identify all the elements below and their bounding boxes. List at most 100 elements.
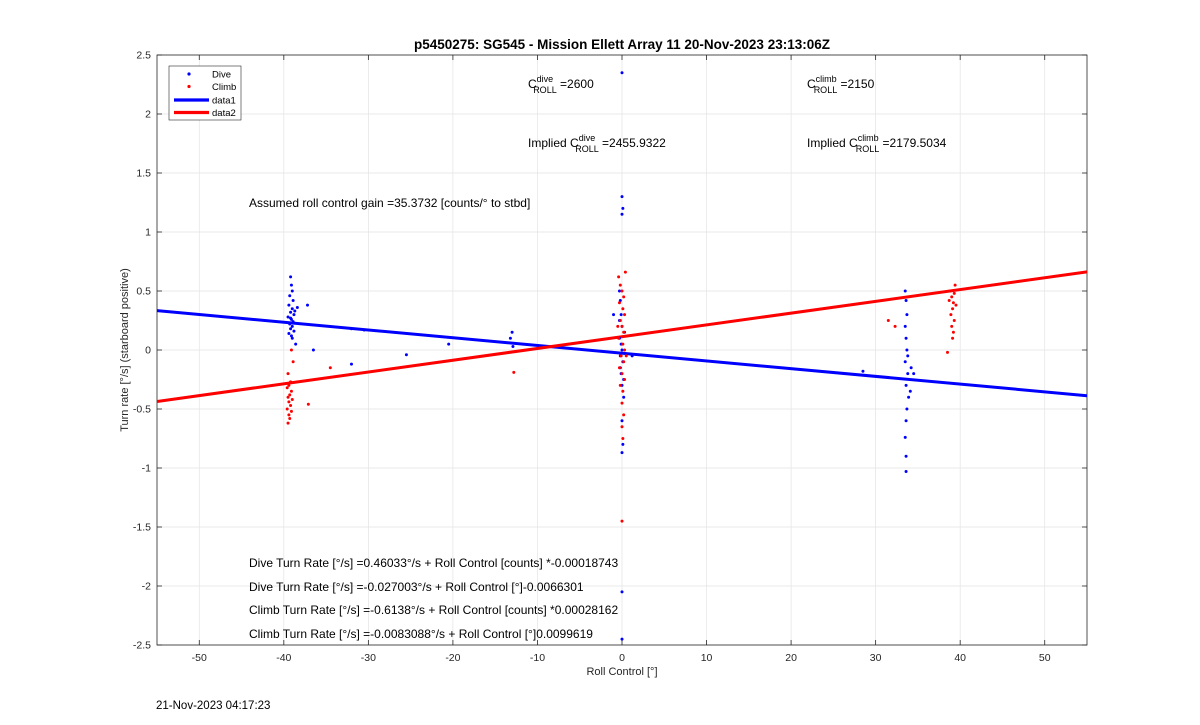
dive-point: [289, 275, 293, 279]
dive-point: [904, 298, 908, 302]
y-tick-label: 1.5: [136, 168, 151, 180]
dive-point: [289, 310, 293, 314]
dive-point: [621, 442, 625, 446]
y-tick-label: -2.5: [133, 640, 151, 652]
climb-point: [616, 324, 620, 328]
climb-point: [952, 319, 956, 322]
dive-point: [620, 419, 624, 423]
climb-point: [285, 407, 289, 411]
climb-point: [623, 270, 627, 274]
dive-point: [904, 419, 908, 423]
dive-point: [295, 306, 299, 310]
dive-point: [620, 590, 624, 594]
dive-point: [288, 322, 292, 326]
climb-point: [623, 313, 627, 317]
climb-point: [886, 319, 890, 322]
x-tick-label: -30: [361, 652, 376, 664]
dive-point: [904, 454, 908, 458]
dive-point: [620, 637, 624, 641]
climb-point: [953, 283, 957, 287]
climb-point: [950, 324, 954, 328]
climb-point: [951, 301, 955, 305]
x-tick-label: -20: [445, 652, 460, 664]
climb-point: [618, 283, 622, 287]
climb-point: [622, 295, 626, 299]
dive-point: [305, 303, 309, 307]
climb-point: [306, 402, 310, 406]
dive-point: [904, 336, 908, 340]
dive-point: [907, 395, 911, 399]
climb-point: [619, 354, 623, 358]
dive-point: [904, 470, 908, 474]
climb-point: [620, 401, 624, 405]
x-tick-label: -50: [192, 652, 207, 664]
climb-point: [620, 289, 624, 293]
climb-point: [288, 416, 292, 420]
climb-point: [622, 360, 626, 364]
climb-point: [286, 421, 290, 425]
climb-point: [617, 366, 621, 370]
climb-point: [291, 360, 295, 364]
dive-point: [905, 313, 909, 317]
legend: Dive Climb data1 data2: [168, 65, 242, 121]
climb-point: [952, 291, 956, 295]
climb-point: [947, 298, 951, 302]
dive-point: [906, 372, 910, 376]
x-tick-label: -10: [530, 652, 545, 664]
generated-timestamp: 21-Nov-2023 04:17:23: [156, 700, 270, 712]
dive-point: [620, 451, 624, 455]
legend-climb-marker: [187, 84, 191, 89]
legend-dive-marker: [187, 72, 191, 76]
climb-point: [951, 336, 955, 340]
climb-point: [328, 366, 332, 370]
climb-point: [617, 336, 621, 340]
legend-climb-label: Climb: [212, 82, 236, 93]
climb-point: [618, 383, 622, 387]
climb-point: [954, 303, 958, 307]
y-tick-label: -0.5: [133, 404, 151, 416]
dive-point: [903, 435, 907, 439]
climb-points: [285, 270, 958, 523]
x-tick-label: 20: [785, 652, 797, 664]
dive-point: [290, 307, 294, 311]
legend-data2-label: data2: [212, 108, 236, 119]
dive-point: [630, 354, 634, 358]
climb-point: [620, 372, 624, 376]
dive-point: [905, 348, 909, 352]
climb-point: [290, 398, 294, 402]
y-tick-label: 0.5: [136, 286, 151, 298]
x-tick-label: 50: [1039, 652, 1051, 664]
dive-point: [903, 324, 907, 328]
dive-point: [912, 372, 916, 376]
roll-gain-annotation: Assumed roll control gain =35.3732 [coun…: [249, 196, 530, 210]
dive-point: [287, 303, 291, 307]
dive-point: [861, 369, 865, 373]
climb-point: [286, 395, 290, 399]
dive-point: [289, 316, 293, 320]
dive-point: [619, 313, 623, 317]
climb-point: [512, 370, 516, 374]
dive-point: [293, 309, 297, 313]
dive-point: [291, 320, 295, 324]
dive-point: [404, 353, 408, 357]
dive-point: [292, 313, 296, 317]
climb-point: [287, 383, 291, 387]
climb-point: [289, 409, 293, 413]
dive-point: [620, 212, 624, 216]
y-tick-label: 1: [145, 227, 151, 239]
climb-point: [950, 295, 954, 299]
y-tick-label: 2: [145, 109, 151, 121]
y-axis-label: Turn rate [°/s] (starboard positive): [119, 268, 131, 432]
c-roll-dive-annotation: Cdive ROLL =2600: [528, 74, 594, 95]
climb-point: [285, 386, 289, 390]
y-tick-label: -2: [142, 581, 151, 593]
dive-point: [362, 328, 366, 332]
climb-point: [289, 380, 293, 384]
climb-point: [286, 372, 290, 376]
dive-point: [618, 298, 622, 302]
dive-point: [289, 334, 293, 338]
dive-point: [909, 366, 913, 370]
climb-point: [621, 437, 625, 440]
